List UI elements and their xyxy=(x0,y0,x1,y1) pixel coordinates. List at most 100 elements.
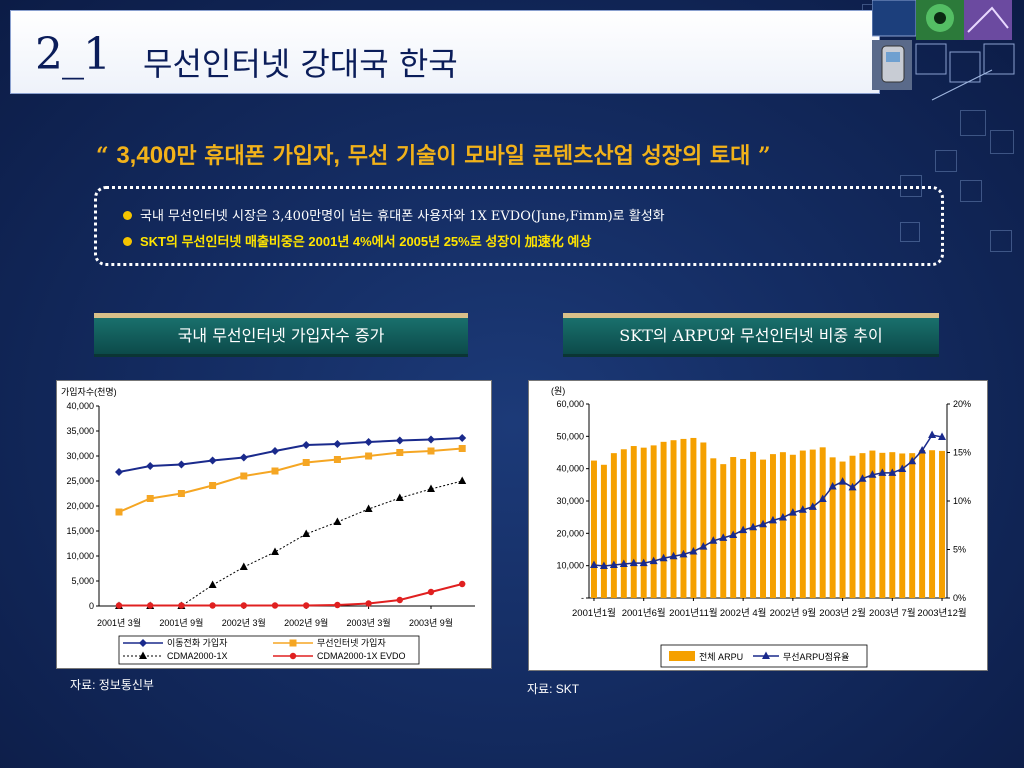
data-point xyxy=(115,602,123,609)
arpu-bar xyxy=(869,450,876,598)
data-point xyxy=(334,601,341,609)
arpu-bar xyxy=(720,464,727,598)
subscriber-line-chart: 가입자수(천명) 0 5,000 10,000 15,000 20,000 25,000 30… xyxy=(56,380,492,669)
x-tick-label: 2002년 9월 xyxy=(770,607,817,619)
y2-tick-label: 5% xyxy=(953,545,966,555)
data-point xyxy=(302,441,311,449)
right-source: 자료: SKT xyxy=(527,682,580,696)
arpu-bar xyxy=(899,453,906,598)
data-point xyxy=(302,529,311,537)
data-point xyxy=(365,600,372,607)
legend-label: 전체 ARPU xyxy=(699,652,743,662)
arpu-bar xyxy=(829,457,836,598)
arpu-bar xyxy=(760,459,767,598)
arpu-bar xyxy=(620,449,627,598)
data-point xyxy=(458,476,467,484)
arpu-bar xyxy=(610,453,617,598)
decor-square xyxy=(960,180,982,202)
x-tick-label: 2001년6월 xyxy=(622,607,666,619)
share-point xyxy=(739,525,748,534)
arpu-bar-chart: (원) - 10,000 20,000 30,000 40,000 50,000 60,000… xyxy=(528,380,988,671)
decor-square xyxy=(900,222,920,242)
data-point xyxy=(395,493,404,501)
share-point xyxy=(759,519,768,528)
slide-title: 무선인터넷 강대국 한국 xyxy=(143,45,458,83)
arpu-bar xyxy=(909,453,916,598)
share-point xyxy=(619,559,628,568)
arpu-bar xyxy=(889,452,896,598)
bullet-text: SKT의 무선인터넷 매출비중은 2001년 4%에서 2005년 25%로 성… xyxy=(140,234,592,249)
share-point xyxy=(888,468,897,476)
legend-label: 무선인터넷 가입자 xyxy=(317,637,386,648)
share-point xyxy=(749,522,758,531)
arpu-bar xyxy=(849,455,856,598)
title-bar: 2_1 무선인터넷 강대국 한국 xyxy=(10,10,880,94)
headline-rest: 무선 기술이 모바일 콘텐츠산업 성장의 토대 ” xyxy=(340,143,771,169)
arpu-bar xyxy=(879,452,886,598)
arpu-bar xyxy=(700,442,707,598)
y-tick-label: 40,000 xyxy=(556,464,584,474)
bullet-dot-icon xyxy=(123,237,132,246)
share-point xyxy=(709,536,718,544)
left-panel-label: 국내 무선인터넷 가입자수 증가 xyxy=(94,313,468,357)
y-axis-label: 가입자수(천명) xyxy=(61,386,117,397)
data-point xyxy=(208,456,217,465)
arpu-bar xyxy=(809,449,816,598)
data-point xyxy=(427,588,435,596)
share-point xyxy=(788,508,797,516)
x-tick-label: 2001년1월 xyxy=(572,607,616,619)
data-point xyxy=(239,562,248,570)
arpu-bar xyxy=(690,437,697,598)
data-point xyxy=(303,602,310,609)
arpu-bar xyxy=(650,445,657,598)
decor-square xyxy=(935,150,957,172)
data-point xyxy=(208,580,217,588)
photo-collage xyxy=(872,0,1015,101)
data-point xyxy=(458,445,466,452)
share-point xyxy=(808,502,817,510)
headline-mid: 만 휴대폰 가입자 xyxy=(176,143,334,169)
share-point xyxy=(908,456,917,465)
share-point xyxy=(918,446,927,454)
data-point xyxy=(427,484,435,492)
share-point xyxy=(659,553,668,562)
y-tick-label: 50,000 xyxy=(556,431,584,441)
legend-box xyxy=(118,635,420,665)
arpu-bar xyxy=(859,453,866,598)
arpu-bar xyxy=(769,454,776,598)
data-point xyxy=(427,447,435,455)
data-point xyxy=(115,468,123,476)
y2-tick-label: 15% xyxy=(953,448,971,458)
share-point xyxy=(818,494,827,503)
data-point xyxy=(333,517,342,525)
data-point xyxy=(115,508,123,516)
left-source: 자료: 정보통신부 xyxy=(70,678,154,692)
legend-marker xyxy=(139,651,147,659)
share-point xyxy=(868,470,877,478)
y-tick-label: 10,000 xyxy=(556,561,584,571)
data-point xyxy=(177,460,186,469)
share-point xyxy=(898,464,907,472)
x-tick-label: 2001년11월 xyxy=(669,607,717,619)
decor-square xyxy=(990,230,1012,252)
series-line xyxy=(119,480,463,607)
arpu-bar xyxy=(939,450,946,598)
headline-comma: , xyxy=(333,142,341,169)
data-point xyxy=(333,456,341,463)
legend-marker xyxy=(139,639,147,647)
share-point xyxy=(649,556,658,565)
legend-marker xyxy=(289,652,297,660)
series-line xyxy=(119,583,463,607)
y-tick-label: - xyxy=(581,593,584,603)
data-point xyxy=(147,602,154,609)
summary-box: 국내 무선인터넷 시장은 3,400만명이 넘는 휴대폰 사용자와 1X EVD… xyxy=(94,186,944,266)
data-point xyxy=(459,580,466,588)
subscriber-chart-svg: 가입자수(천명) 0 5,000 10,000 15,000 20,000 25,000 30… xyxy=(61,386,475,665)
data-point xyxy=(395,436,404,445)
share-point xyxy=(599,561,608,569)
data-point xyxy=(271,467,279,475)
x-tick-label: 2001년 9월 xyxy=(159,617,203,628)
decor-square xyxy=(960,110,986,136)
share-point xyxy=(689,546,698,555)
arpu-bar xyxy=(590,460,597,598)
